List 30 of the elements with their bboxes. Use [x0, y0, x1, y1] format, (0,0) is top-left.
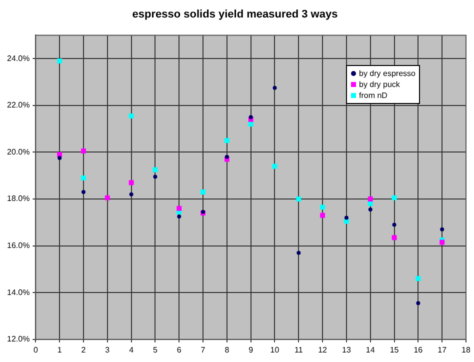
y-tick-label: 22.0%: [6, 100, 30, 110]
x-tick-label: 13: [342, 345, 352, 354]
x-tick-label: 2: [81, 345, 86, 354]
x-tick-label: 5: [152, 345, 158, 354]
chart-title: espresso solids yield measured 3 ways: [132, 8, 338, 21]
x-tick-label: 4: [129, 345, 134, 354]
legend-label: from nD: [359, 90, 388, 102]
y-tick-label: 20.0%: [6, 147, 30, 156]
legend-label: by dry espresso: [359, 68, 416, 80]
x-tick-label: 9: [248, 345, 254, 354]
x-tick-label: 16: [414, 345, 424, 354]
x-tick-label: 18: [462, 345, 471, 354]
y-tick-label: 14.0%: [6, 288, 30, 297]
x-tick-label: 3: [105, 345, 110, 354]
x-tick-label: 8: [224, 345, 230, 354]
x-tick-label: 0: [33, 345, 38, 354]
y-tick-label: 24.0%: [6, 54, 30, 63]
x-tick-label: 17: [438, 345, 448, 354]
y-tick-label: 18.0%: [6, 194, 30, 204]
x-tick-label: 10: [270, 345, 280, 354]
x-tick-label: 11: [294, 345, 304, 354]
x-tick-label: 1: [57, 345, 62, 354]
x-tick-label: 14: [366, 345, 376, 354]
x-tick-label: 7: [200, 345, 206, 354]
x-tick-label: 6: [176, 345, 182, 354]
x-tick-label: 12: [318, 345, 328, 354]
legend-label: by dry puck: [359, 79, 400, 90]
y-tick-label: 16.0%: [6, 241, 30, 250]
x-tick-label: 15: [390, 345, 400, 354]
y-tick-label: 12.0%: [6, 334, 30, 344]
